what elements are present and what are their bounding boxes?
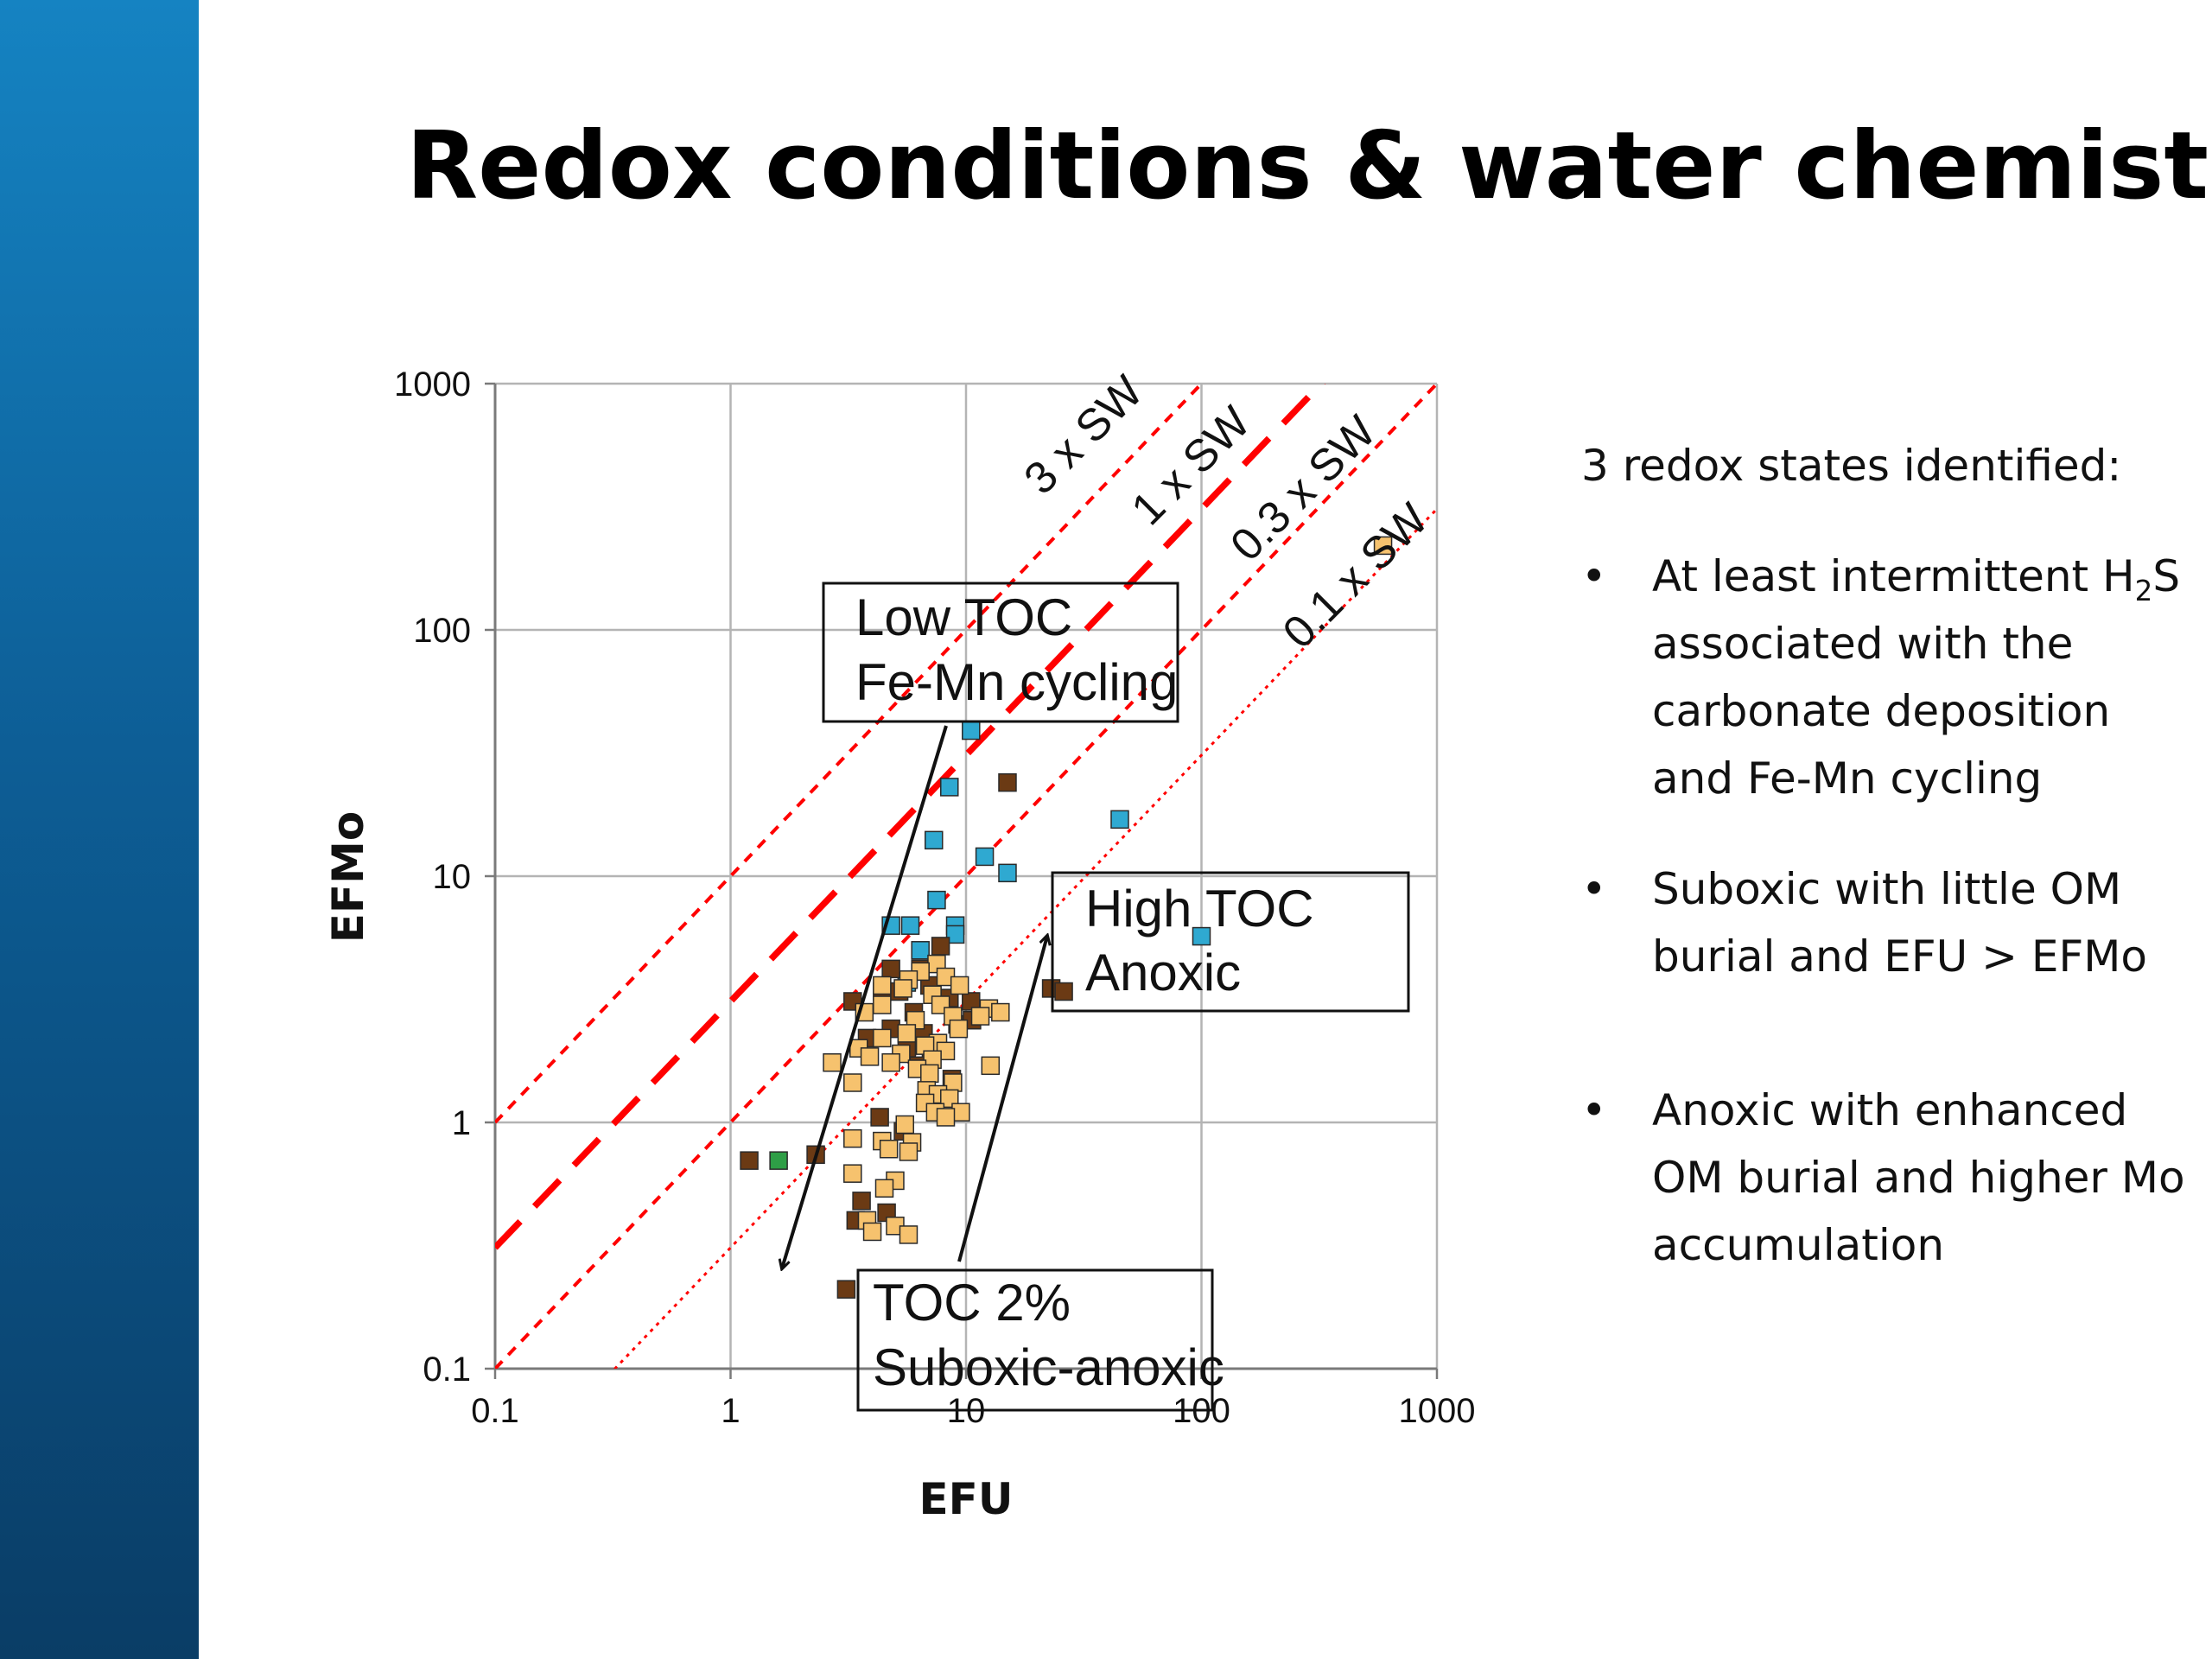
arrow-high-toc: [957, 936, 1047, 1262]
data-point: [843, 1128, 862, 1148]
data-point: [899, 1225, 918, 1244]
data-point: [1192, 926, 1211, 946]
arrow-low-toc: [782, 725, 948, 1268]
data-point: [1110, 810, 1129, 830]
data-point: [940, 1089, 959, 1109]
annotation-text: Suboxic-anoxic: [873, 1338, 1224, 1396]
data-point: [873, 995, 892, 1014]
data-point: [823, 1052, 842, 1072]
y-axis-label: EFMo: [323, 811, 373, 943]
data-point: [991, 1002, 1010, 1022]
data-point: [873, 976, 892, 995]
slide-title: Redox conditions & water chemistry: [406, 112, 2212, 220]
annotation-text: Anoxic: [1085, 944, 1241, 1001]
data-point: [998, 863, 1017, 883]
data-point: [975, 847, 995, 867]
data-point: [920, 1064, 939, 1084]
annotation-box: [822, 582, 1179, 723]
redox-bullets: 3 redox states identified: At least inte…: [1581, 432, 2186, 1322]
x-axis-label: EFU: [919, 1474, 1014, 1524]
bullet-item: At least intermittent H2S associated wit…: [1581, 543, 2186, 812]
annotation-text: Fe-Mn cycling: [855, 653, 1178, 711]
data-point: [940, 778, 959, 797]
annotation-text: TOC 2%: [873, 1274, 1071, 1332]
side-band: [0, 0, 199, 1659]
data-point: [931, 937, 950, 956]
x-tick-label: 0.1: [471, 1392, 519, 1430]
bullet-item: Anoxic with enhanced OM burial and highe…: [1581, 1077, 2186, 1279]
data-point: [843, 1073, 862, 1092]
x-tick-label: 10: [947, 1392, 986, 1430]
data-point: [843, 1164, 862, 1183]
y-tick-label: 1: [452, 1104, 471, 1142]
data-point: [936, 1108, 956, 1127]
annotation-box: [856, 1268, 1214, 1412]
data-point: [874, 1179, 894, 1198]
x-tick-label: 1000: [1399, 1392, 1476, 1430]
y-tick-label: 10: [433, 858, 472, 896]
x-tick-label: 100: [1173, 1392, 1230, 1430]
data-point: [860, 1047, 880, 1066]
data-point: [881, 959, 900, 979]
data-point: [962, 721, 981, 741]
data-point: [1373, 536, 1393, 556]
data-point: [836, 1280, 856, 1299]
annotation-box: [1051, 871, 1410, 1013]
data-point: [949, 1019, 969, 1039]
data-point: [899, 1142, 918, 1161]
data-point: [897, 1024, 917, 1043]
data-point: [873, 1028, 892, 1048]
seawater-reference-line: [613, 507, 1437, 1369]
data-point: [925, 830, 944, 850]
data-point: [927, 890, 946, 910]
data-point: [945, 925, 965, 944]
data-point: [881, 1052, 900, 1072]
seawater-line-label: 3 x SW: [1014, 366, 1153, 505]
data-point: [893, 979, 912, 998]
y-tick-label: 1000: [394, 365, 471, 404]
data-point: [998, 772, 1017, 792]
data-point: [740, 1151, 759, 1170]
x-tick-label: 1: [721, 1392, 740, 1430]
bullet-list: At least intermittent H2S associated wit…: [1581, 543, 2186, 1279]
data-point: [1054, 982, 1073, 1001]
data-point: [911, 941, 930, 960]
data-point: [769, 1151, 788, 1170]
data-point: [852, 1192, 871, 1211]
data-point: [895, 1115, 914, 1135]
data-point: [981, 1056, 1001, 1076]
annotation-text: Low TOC: [855, 588, 1072, 646]
bullets-intro: 3 redox states identified:: [1581, 441, 2122, 491]
data-point: [900, 916, 920, 935]
bullet-item: Suboxic with little OM burial and EFU > …: [1581, 855, 2186, 990]
data-point: [970, 1007, 990, 1026]
data-point: [879, 1140, 899, 1159]
y-tick-label: 0.1: [423, 1351, 471, 1389]
seawater-line-label: 1 x SW: [1122, 397, 1261, 536]
annotation-text: High TOC: [1085, 880, 1314, 938]
data-point: [950, 976, 969, 995]
data-point: [870, 1108, 889, 1127]
y-tick-label: 100: [413, 612, 471, 650]
data-point: [862, 1222, 882, 1242]
